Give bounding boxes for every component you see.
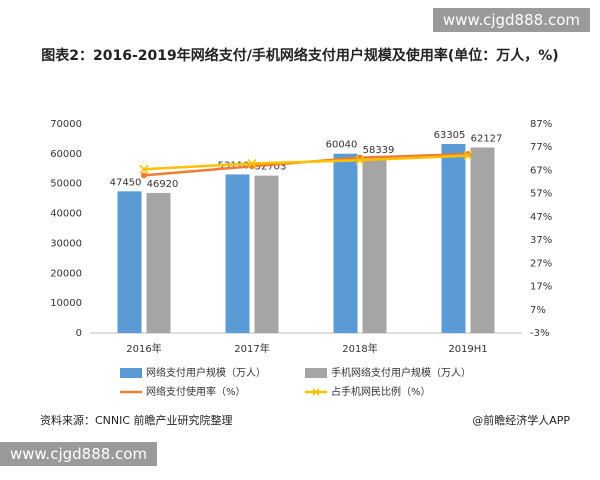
y2-tick-label: 37% [530,235,552,246]
y2-tick-label: 47% [530,212,552,223]
y2-tick-label: 17% [530,282,552,293]
marker [355,155,365,165]
y-tick-label: 0 [76,328,82,339]
marker [139,164,149,174]
x-tick-label: 2016年 [126,342,161,355]
x-tick-label: 2018年 [342,342,377,355]
y-tick-label: 70000 [50,119,82,130]
value-label: 60040 [326,140,358,151]
value-label: 47450 [110,177,142,188]
y2-tick-label: 27% [530,258,552,269]
value-label: 52703 [255,162,287,173]
y-tick-label: 50000 [50,179,82,190]
y2-tick-label: 67% [530,165,552,176]
y-tick-label: 30000 [50,238,82,249]
chart-title: 图表2：2016-2019年网络支付/手机网络支付用户规模及使用率(单位：万人，… [41,48,559,64]
value-label: 62127 [471,134,503,145]
value-label: 58339 [363,145,395,156]
y-tick-label: 60000 [50,149,82,160]
marker [463,151,473,161]
bar [333,153,358,333]
y2-tick-label: 57% [530,189,552,200]
y-tick-label: 20000 [50,268,82,279]
watermark: www.cjgd888.com [432,8,590,32]
legend-label: 占手机网民比例（%） [331,385,431,398]
bar [470,147,495,333]
marker [141,172,147,179]
value-label: 53110 [218,160,250,171]
watermark: www.cjgd888.com [0,442,158,466]
y2-tick-label: 7% [530,305,546,316]
line [143,154,469,171]
x-tick-label: 2017年 [234,342,269,355]
bar [441,143,466,333]
legend-label: 网络支付用户规模（万人） [146,366,266,379]
y2-tick-label: -3% [530,328,549,339]
legend-swatch [305,368,327,378]
y-tick-label: 40000 [50,209,82,220]
bar [225,174,250,333]
x-tick-label: 2019H1 [448,344,487,355]
bar [117,191,142,333]
y-tick-label: 10000 [50,298,82,309]
y2-tick-label: 77% [530,142,552,153]
legend-label: 网络支付使用率（%） [146,385,246,398]
credit: @前瞻经济学人APP [472,414,570,427]
y2-tick-label: 87% [530,119,552,130]
bar [146,192,171,333]
legend-swatch [120,368,142,378]
legend-label: 手机网络支付用户规模（万人） [331,366,471,379]
value-label: 46920 [147,179,179,190]
marker [247,158,257,169]
value-label: 63305 [434,130,466,141]
bar [254,175,279,333]
source: 资料来源：CNNIC 前瞻产业研究院整理 [40,414,233,427]
bar [362,158,387,333]
legend-marker [312,388,320,396]
